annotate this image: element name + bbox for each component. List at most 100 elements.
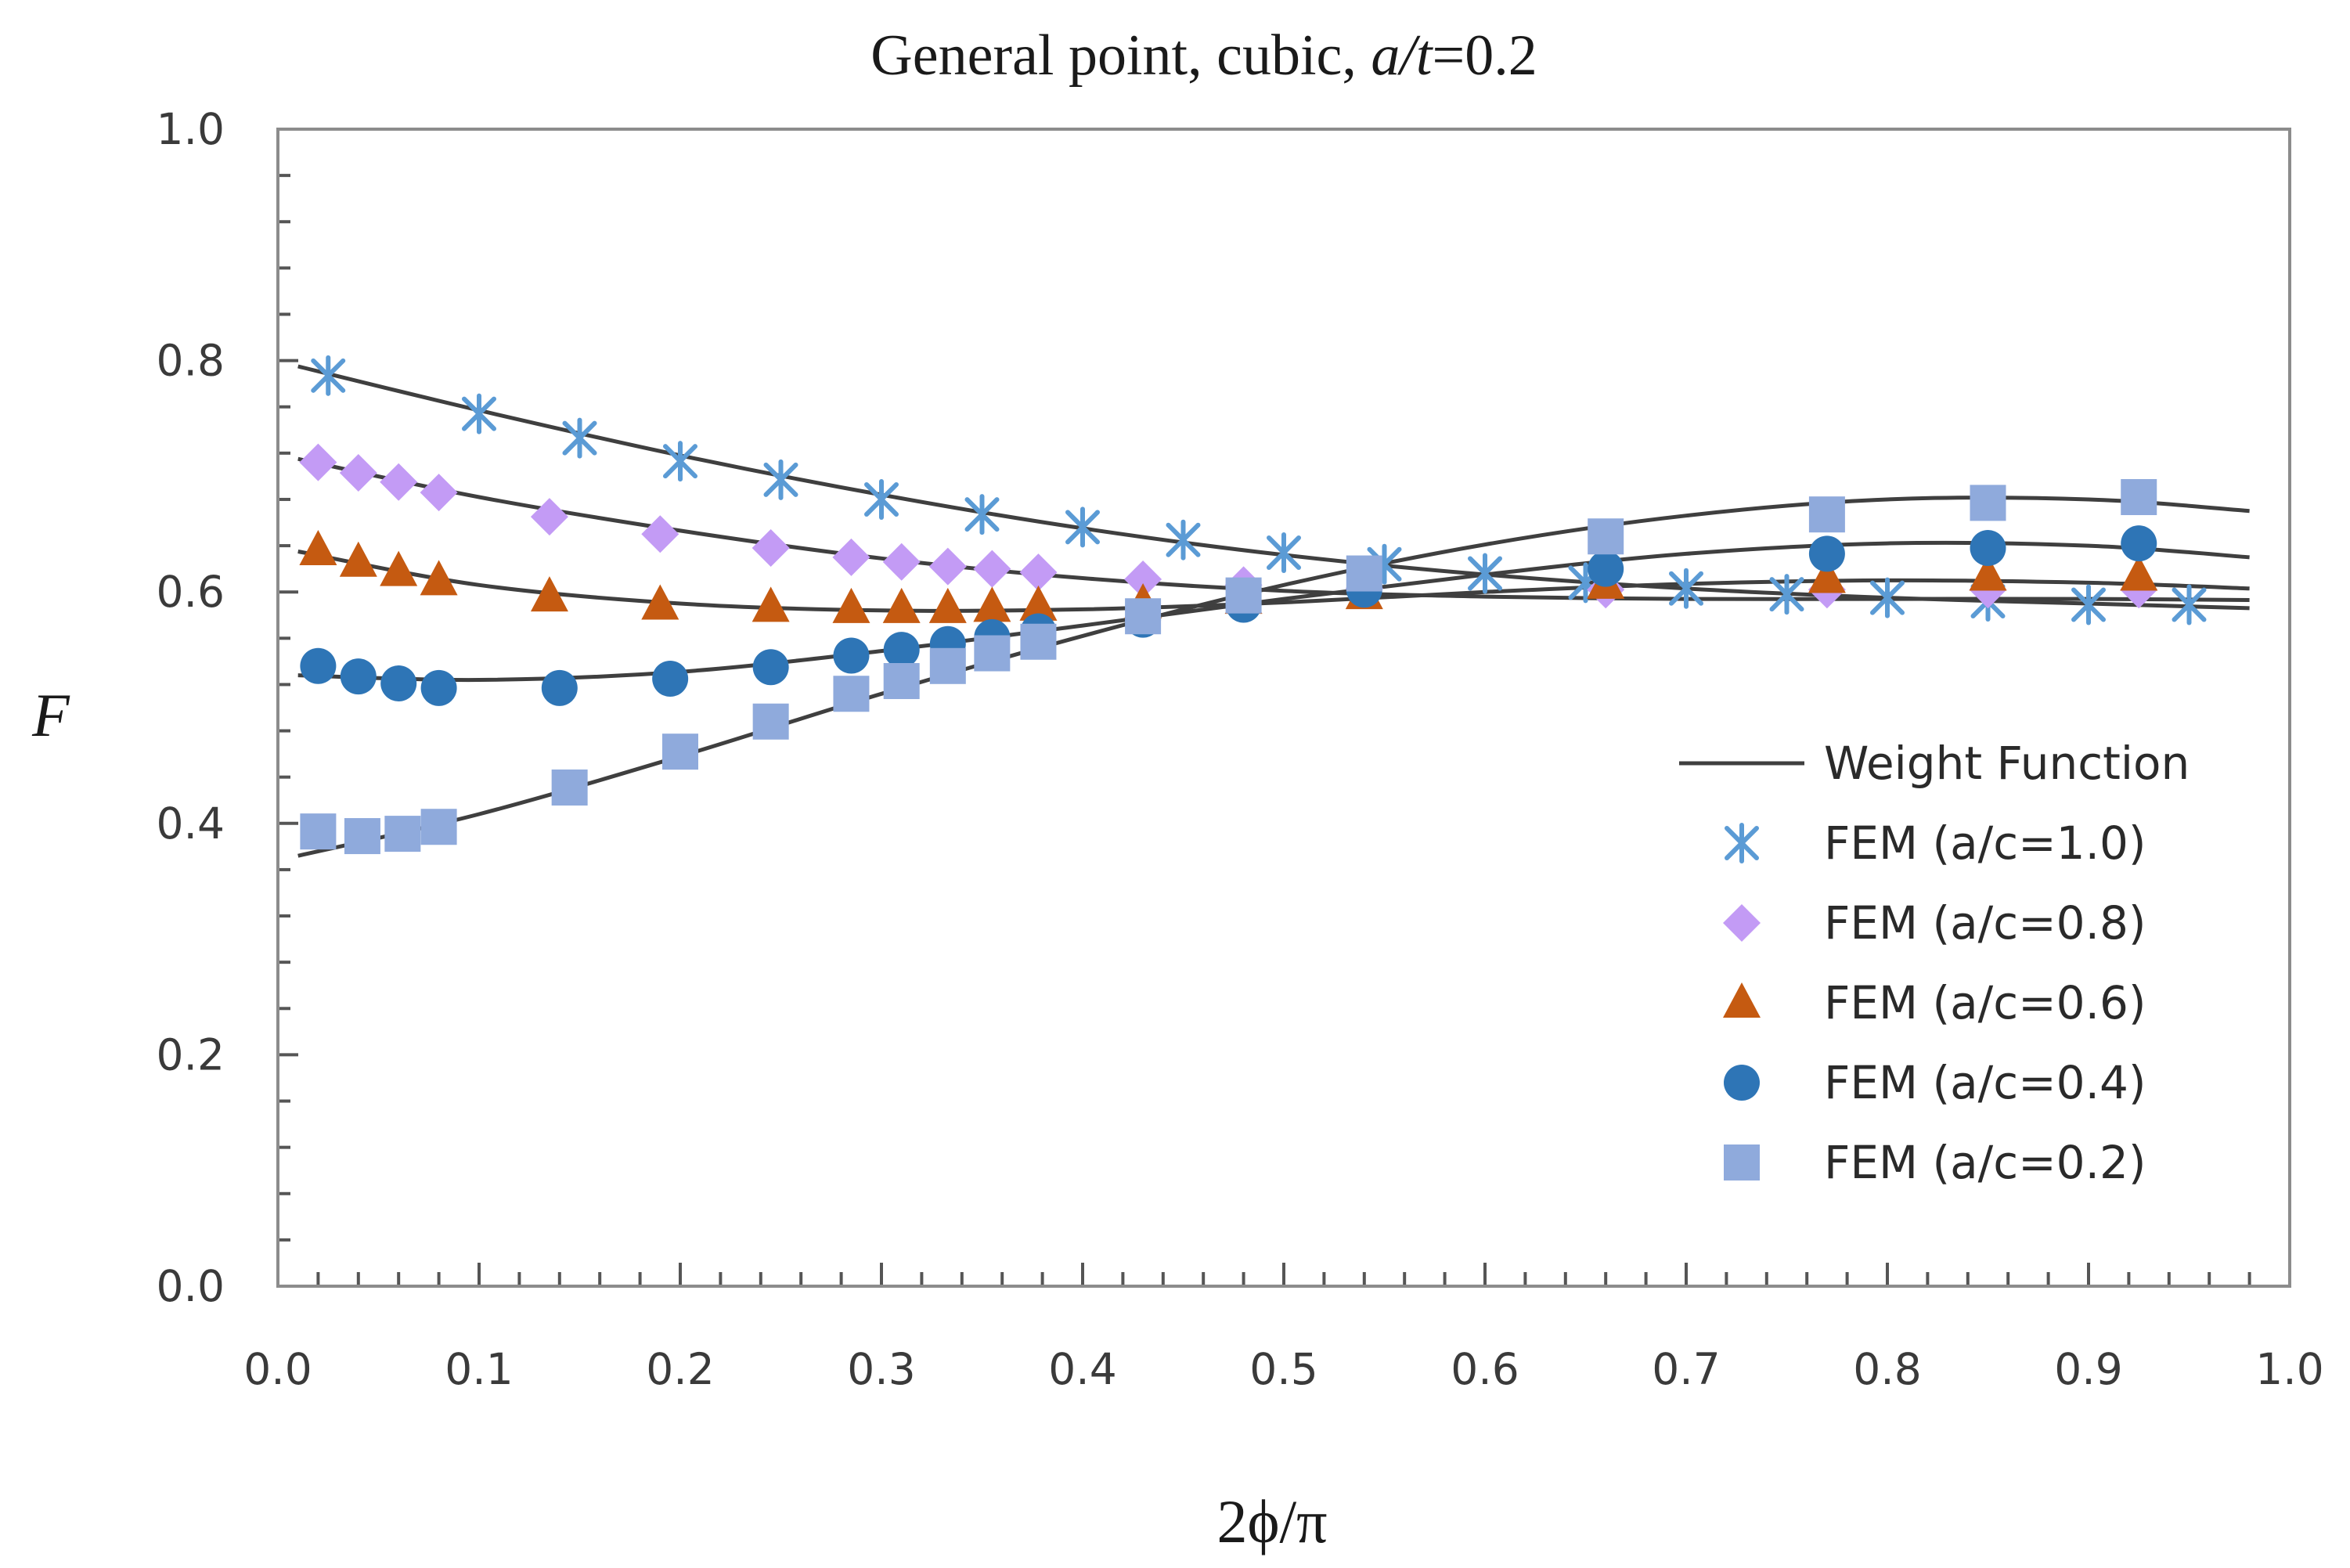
triangle-shape [832,587,870,623]
data-point [344,818,380,855]
triangle-shape [1723,982,1761,1018]
data-point [1808,496,1845,533]
legend-label: Weight Function [1824,737,2190,790]
data-point [1669,568,1703,609]
circle-shape [300,647,337,684]
chart-title-prefix: General point, cubic, [870,23,1371,88]
weight-function-curves [297,364,2250,858]
data-point [974,635,1011,672]
legend-label: FEM (a/c=0.2) [1824,1136,2146,1189]
data-point [562,417,597,459]
triangle-shape [1019,585,1058,621]
data-point [1808,557,1846,593]
x-axis-ticks [276,1263,2291,1286]
data-point [833,676,870,712]
y-tick-label: 0.2 [157,1029,225,1080]
diamond-shape [832,538,870,576]
x-tick-label: 0.0 [243,1344,312,1394]
x-tick-label: 0.9 [2054,1344,2122,1394]
square-shape [1724,1144,1760,1181]
legend-label: FEM (a/c=0.8) [1824,896,2146,950]
data-point [551,769,588,806]
circle-shape [752,649,789,686]
data-point [380,665,417,701]
data-point [1870,577,1905,618]
legend-item: FEM (a/c=1.0) [1725,816,2146,870]
diamond-shape [530,498,568,536]
circle-shape [380,665,417,701]
legend-marker-swatch [1724,1065,1760,1101]
data-point [2071,584,2106,625]
data-point [380,463,418,501]
data-point [530,498,568,536]
legend-item: FEM (a/c=0.2) [1724,1136,2146,1189]
x-tick-label: 1.0 [2255,1344,2323,1394]
triangle-shape [641,584,679,620]
data-point [964,494,1000,535]
square-shape [1808,496,1845,533]
circle-shape [340,658,377,695]
data-point [882,542,921,581]
y-tick-label: 1.0 [157,104,225,154]
triangle-shape [928,587,967,623]
circle-shape [541,669,578,706]
data-point [662,734,698,770]
data-point [420,474,458,512]
square-shape [1346,555,1382,592]
data-point [1019,553,1058,592]
data-point [1969,555,2007,591]
triangle-shape [882,587,921,623]
data-point [1166,519,1201,561]
x-tick-label: 0.7 [1652,1344,1720,1394]
x-tick-label: 0.6 [1451,1344,1519,1394]
data-point [1124,560,1162,598]
data-point [1468,553,1502,594]
circle-shape [652,661,689,697]
triangle-shape [380,550,418,586]
square-shape [752,703,789,740]
circle-shape [420,669,457,706]
y-tick-label: 0.8 [157,336,225,386]
triangle-shape [1808,557,1846,593]
square-shape [344,818,380,855]
data-point [752,649,789,686]
square-shape [1970,485,2006,521]
chart-title-suffix: =0.2 [1432,23,1537,88]
fem-markers [299,355,2207,855]
legend-marker-swatch [1724,1144,1760,1181]
data-point [1019,585,1058,621]
data-point [384,816,421,852]
series-asterisk [311,355,2207,625]
data-point [1346,555,1382,592]
data-point [1020,623,1057,660]
data-point [339,453,377,492]
triangle-shape [1969,555,2007,591]
circle-shape [1724,1065,1760,1101]
data-point [340,658,377,695]
data-point [883,632,920,669]
legend-label: FEM (a/c=0.4) [1824,1056,2146,1109]
legend-label: FEM (a/c=0.6) [1824,976,2146,1029]
legend-item: FEM (a/c=0.8) [1723,896,2146,950]
square-shape [384,816,421,852]
diamond-shape [973,550,1011,588]
data-point [300,813,337,850]
diamond-shape [641,515,679,553]
legend-marker-swatch [1723,982,1761,1018]
data-point [420,669,457,706]
data-point [864,478,899,520]
triangle-shape [420,560,458,596]
square-shape [929,647,966,684]
square-shape [551,769,588,806]
chart-title-italic: a/t [1371,23,1434,88]
data-point [311,355,346,396]
data-point [882,587,921,623]
data-point [299,529,337,565]
data-point [420,809,457,845]
square-shape [1125,598,1162,635]
circle-shape [1970,530,2006,567]
weight-function-curve [297,550,2250,613]
diamond-shape [420,474,458,512]
